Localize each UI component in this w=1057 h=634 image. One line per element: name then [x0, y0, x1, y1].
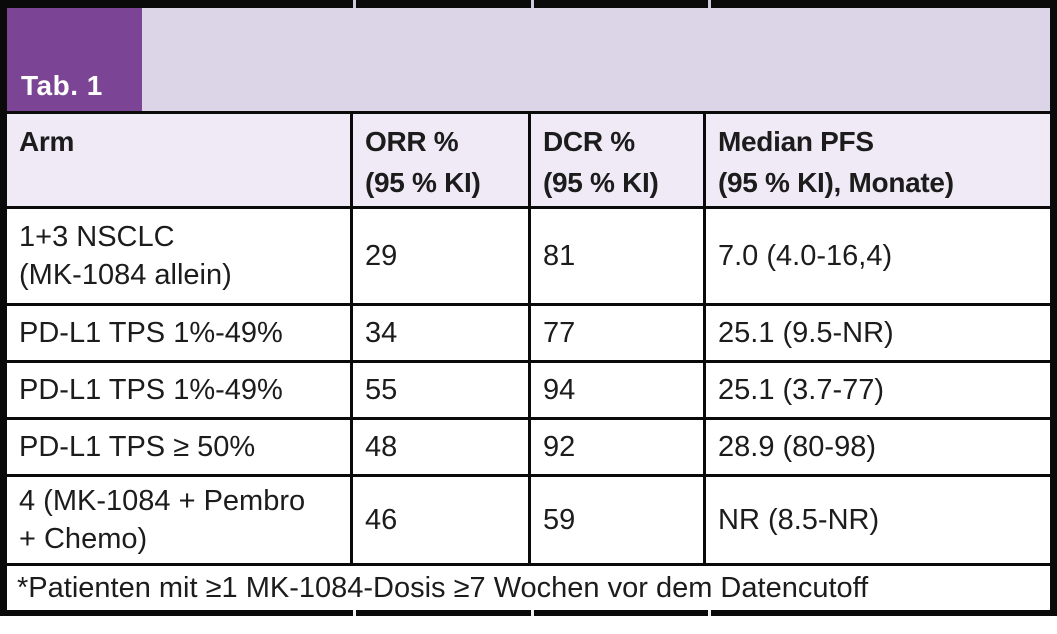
- border-junction-mark: [708, 610, 711, 616]
- border-junction-mark: [708, 0, 711, 8]
- table-cell-dcr: 59: [531, 477, 703, 563]
- column-header-orr: ORR % (95 % KI): [353, 114, 528, 206]
- table-number-chip: Tab. 1: [7, 8, 142, 111]
- table-cell-orr: 34: [353, 306, 528, 360]
- table-cell-arm: PD-L1 TPS ≥ 50%: [7, 420, 350, 474]
- border-junction-mark: [531, 0, 534, 8]
- border-junction-mark: [353, 0, 356, 8]
- table-cell-pfs: 25.1 (3.7-77): [706, 363, 1050, 417]
- table-cell-pfs: 28.9 (80-98): [706, 420, 1050, 474]
- table-cell-orr: 55: [353, 363, 528, 417]
- table-cell-arm: 4 (MK-1084 + Pembro + Chemo): [7, 477, 350, 563]
- table-number-label: Tab. 1: [21, 70, 103, 101]
- border-junction-mark: [531, 610, 534, 616]
- table-cell-arm: 1+3 NSCLC (MK-1084 allein): [7, 209, 350, 303]
- table-frame: Tab. 1 Arm ORR % (95 % KI) DCR % (95 % K…: [0, 0, 1057, 616]
- table-footnote: *Patienten mit ≥1 MK-1084-Dosis ≥7 Woche…: [7, 566, 1050, 610]
- data-table: Tab. 1 Arm ORR % (95 % KI) DCR % (95 % K…: [7, 8, 1050, 610]
- column-header-pfs: Median PFS (95 % KI), Monate): [706, 114, 1050, 206]
- table-cell-dcr: 77: [531, 306, 703, 360]
- table-cell-orr: 46: [353, 477, 528, 563]
- table-cell-dcr: 92: [531, 420, 703, 474]
- table-cell-arm: PD-L1 TPS 1%-49%: [7, 306, 350, 360]
- table-cell-dcr: 81: [531, 209, 703, 303]
- table-cell-arm: PD-L1 TPS 1%-49%: [7, 363, 350, 417]
- table-cell-pfs: NR (8.5-NR): [706, 477, 1050, 563]
- table-cell-pfs: 25.1 (9.5-NR): [706, 306, 1050, 360]
- border-junction-mark: [353, 610, 356, 616]
- table-title-band: Tab. 1: [7, 8, 1050, 111]
- table-cell-pfs: 7.0 (4.0-16,4): [706, 209, 1050, 303]
- column-header-arm: Arm: [7, 114, 350, 206]
- table-cell-orr: 48: [353, 420, 528, 474]
- table-cell-orr: 29: [353, 209, 528, 303]
- column-header-dcr: DCR % (95 % KI): [531, 114, 703, 206]
- table-cell-dcr: 94: [531, 363, 703, 417]
